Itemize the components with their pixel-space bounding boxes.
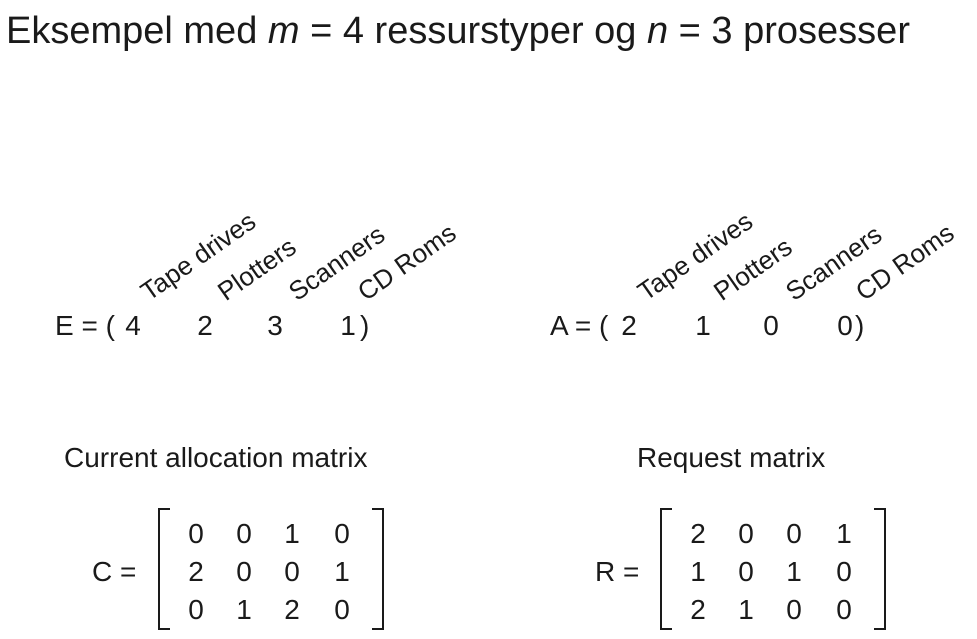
matrix-cell: 1 bbox=[690, 556, 706, 587]
matrix-cell: 0 bbox=[236, 556, 252, 587]
matrix-cell: 1 bbox=[236, 594, 252, 625]
matrix-cell: 2 bbox=[188, 556, 204, 587]
e-value: 2 bbox=[197, 310, 213, 341]
e-value: 4 bbox=[125, 310, 141, 341]
matrix-cell: 0 bbox=[738, 556, 754, 587]
matrix-cell: 2 bbox=[690, 594, 706, 625]
matrix-cell: 1 bbox=[284, 518, 300, 549]
matrix-cell: 1 bbox=[738, 594, 754, 625]
e-vector-label: E = ( bbox=[55, 310, 115, 341]
page-title: Eksempel med m = 4 ressurstyper og n = 3… bbox=[6, 10, 910, 52]
right-bracket bbox=[372, 508, 384, 630]
c-matrix-label: C = bbox=[92, 556, 137, 587]
current-allocation-caption: Current allocation matrix bbox=[64, 442, 368, 473]
matrix-cell: 1 bbox=[786, 556, 802, 587]
matrix-cell: 2 bbox=[284, 594, 300, 625]
a-value: 2 bbox=[621, 310, 637, 341]
matrix-cell: 2 bbox=[690, 518, 706, 549]
a-vector-label: A = ( bbox=[550, 310, 609, 341]
e-vector-close: ) bbox=[360, 310, 370, 341]
matrix-cell: 0 bbox=[188, 594, 204, 625]
r-matrix-label: R = bbox=[595, 556, 640, 587]
a-vector-close: ) bbox=[855, 310, 865, 341]
matrix-cell: 1 bbox=[836, 518, 852, 549]
matrix-cell: 0 bbox=[188, 518, 204, 549]
matrix-cell: 1 bbox=[334, 556, 350, 587]
request-matrix-caption: Request matrix bbox=[637, 442, 826, 473]
matrix-cell: 0 bbox=[836, 594, 852, 625]
matrix-cell: 0 bbox=[236, 518, 252, 549]
left-bracket bbox=[158, 508, 170, 630]
a-value: 0 bbox=[837, 310, 853, 341]
left-bracket bbox=[660, 508, 672, 630]
matrix-cell: 0 bbox=[836, 556, 852, 587]
e-value: 3 bbox=[267, 310, 283, 341]
matrix-cell: 0 bbox=[334, 518, 350, 549]
matrix-cell: 0 bbox=[786, 594, 802, 625]
matrix-cell: 0 bbox=[284, 556, 300, 587]
a-value: 1 bbox=[695, 310, 711, 341]
a-value: 0 bbox=[763, 310, 779, 341]
matrix-cell: 0 bbox=[786, 518, 802, 549]
matrix-cell: 0 bbox=[334, 594, 350, 625]
e-value: 1 bbox=[340, 310, 356, 341]
matrix-cell: 0 bbox=[738, 518, 754, 549]
right-bracket bbox=[874, 508, 886, 630]
